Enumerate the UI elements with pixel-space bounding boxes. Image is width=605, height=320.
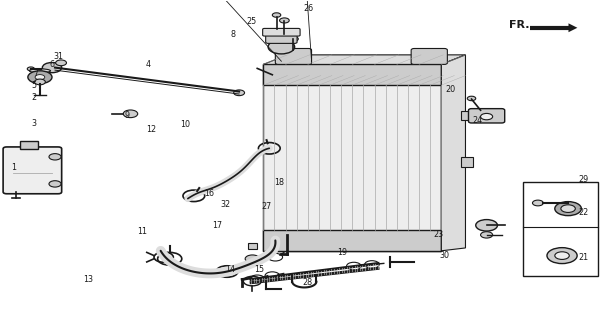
Text: 29: 29	[578, 175, 588, 184]
Text: 7: 7	[33, 69, 38, 78]
Text: 10: 10	[180, 120, 190, 130]
Text: 19: 19	[336, 248, 347, 257]
Text: 24: 24	[473, 116, 483, 125]
Circle shape	[123, 110, 138, 118]
Text: 15: 15	[254, 265, 264, 275]
Polygon shape	[263, 55, 465, 64]
Text: 23: 23	[433, 230, 443, 239]
Text: 12: 12	[146, 125, 157, 134]
Text: 11: 11	[137, 227, 148, 236]
Circle shape	[28, 71, 52, 84]
Circle shape	[555, 252, 569, 260]
Bar	[460, 111, 473, 120]
Text: 5: 5	[31, 81, 36, 90]
Circle shape	[280, 18, 289, 23]
Polygon shape	[441, 55, 465, 251]
Text: FR.: FR.	[509, 20, 529, 29]
Text: 2: 2	[31, 93, 36, 102]
FancyBboxPatch shape	[411, 49, 447, 64]
Bar	[523, 182, 598, 276]
Text: 28: 28	[302, 278, 312, 287]
Ellipse shape	[30, 69, 50, 73]
Circle shape	[35, 75, 45, 80]
Text: 26: 26	[304, 4, 313, 13]
Circle shape	[27, 67, 34, 71]
Text: 20: 20	[445, 85, 456, 94]
Text: 9: 9	[125, 111, 130, 120]
Circle shape	[555, 202, 581, 216]
Text: 30: 30	[439, 251, 450, 260]
Circle shape	[480, 113, 492, 120]
Text: 1: 1	[11, 164, 16, 172]
Circle shape	[42, 62, 62, 73]
Circle shape	[49, 154, 61, 160]
Circle shape	[480, 232, 492, 238]
Bar	[263, 64, 441, 85]
Circle shape	[34, 79, 45, 85]
Text: 32: 32	[221, 200, 231, 209]
Circle shape	[547, 248, 577, 264]
Circle shape	[532, 200, 543, 206]
Circle shape	[476, 220, 497, 231]
Bar	[248, 243, 257, 249]
Circle shape	[234, 90, 244, 96]
FancyBboxPatch shape	[266, 33, 297, 44]
Circle shape	[245, 255, 260, 263]
Text: 16: 16	[204, 189, 214, 198]
Circle shape	[467, 96, 476, 101]
Text: 8: 8	[231, 30, 235, 39]
FancyBboxPatch shape	[3, 147, 62, 194]
Circle shape	[268, 40, 295, 54]
Text: 22: 22	[578, 208, 588, 217]
Text: 27: 27	[261, 202, 272, 211]
FancyBboxPatch shape	[468, 108, 505, 123]
Bar	[460, 157, 473, 167]
FancyBboxPatch shape	[275, 49, 312, 64]
Text: 6: 6	[50, 60, 54, 69]
Text: 13: 13	[83, 275, 93, 284]
Text: 3: 3	[31, 119, 36, 128]
Text: 14: 14	[225, 265, 235, 275]
Bar	[263, 230, 441, 251]
FancyBboxPatch shape	[263, 28, 300, 36]
Circle shape	[49, 181, 61, 187]
Text: 21: 21	[578, 253, 588, 262]
Circle shape	[561, 205, 575, 212]
Text: 31: 31	[53, 52, 63, 61]
Circle shape	[272, 13, 281, 17]
Text: 4: 4	[146, 60, 151, 69]
Circle shape	[56, 60, 67, 66]
Text: 17: 17	[212, 221, 222, 230]
Text: 18: 18	[275, 178, 284, 187]
Text: 25: 25	[246, 17, 257, 26]
Bar	[19, 141, 38, 149]
Bar	[263, 64, 441, 251]
Circle shape	[289, 36, 298, 42]
